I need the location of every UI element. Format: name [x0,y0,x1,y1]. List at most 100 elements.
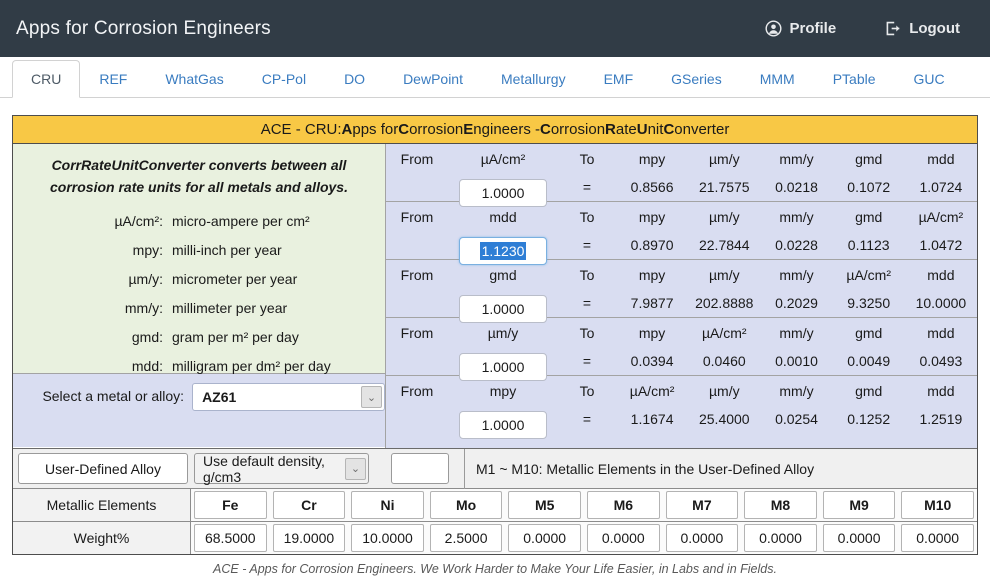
input-cell: 1.0000 [448,173,558,207]
from-label: From [400,325,434,341]
from-value-input[interactable]: 1.0000 [459,411,547,439]
density-input[interactable] [391,453,449,484]
user-defined-row: User-Defined Alloy Use default density, … [13,448,977,489]
to-label: To [579,267,595,283]
to-unit: mdd [927,325,955,341]
from-unit: mpy [489,383,517,399]
to-unit: µm/y [708,151,740,167]
element-cell-m8[interactable]: M8 [744,491,817,519]
metal-alloy-select[interactable]: AZ61 ⌄ [192,383,385,411]
metallic-elements-row: Metallic Elements Fe Cr Ni Mo M5 M6 M7 M8 M9 M10 [13,488,977,521]
tab-whatgas[interactable]: WhatGas [165,71,224,87]
result-value: 0.2029 [775,295,818,311]
tab-cp-pol[interactable]: CP-Pol [261,71,307,87]
from-unit: mdd [489,209,517,225]
result-value: 0.0394 [630,353,674,369]
conversion-rows: From µA/cm² To mpy µm/y mm/y gmd mdd 1.0000 = 0.85… [386,144,977,448]
density-select[interactable]: Use default density, g/cm3 ⌄ [194,452,369,485]
weight-cell-mo[interactable]: 2.5000 [429,524,503,552]
metal-selector-panel: Select a metal or alloy: AZ61 ⌄ [13,374,385,447]
from-value-input[interactable]: 1.0000 [459,295,547,323]
tab-metallurgy[interactable]: Metallurgy [500,71,566,87]
to-unit: µm/y [708,267,740,283]
to-unit: µA/cm² [918,209,964,225]
element-cell-ni[interactable]: Ni [351,491,424,519]
weight-cell-m5[interactable]: 0.0000 [508,524,581,552]
to-unit: mm/y [779,209,814,225]
unit-definitions: µA/cm²: micro-ampere per cm² mpy: milli-inc… [13,207,385,381]
profile-icon [764,20,782,37]
to-unit: mpy [638,209,666,225]
input-cell: 1.1230 [448,231,558,265]
spacer [386,173,448,207]
tab-gseries[interactable]: GSeries [671,71,722,87]
element-cell-m6[interactable]: M6 [586,491,660,519]
result-value: 0.0460 [702,353,746,369]
density-select-value: Use default density, g/cm3 [203,452,325,485]
element-cell-mo[interactable]: Mo [429,491,503,519]
logout-button[interactable]: Logout [884,20,960,37]
weight-cell-m8[interactable]: 0.0000 [744,524,817,552]
unit-abbr: gmd: [131,329,163,345]
element-cell-fe[interactable]: Fe [194,491,267,519]
weight-cell-m6[interactable]: 0.0000 [586,524,660,552]
from-value-input[interactable]: 1.1230 [459,237,547,265]
from-label: From [400,267,434,283]
user-defined-alloy-button[interactable]: User-Defined Alloy [18,453,188,484]
spacer [386,405,448,439]
element-cell-cr[interactable]: Cr [272,491,346,519]
tab-do[interactable]: DO [344,71,366,87]
converter-body: CorrRateUnitConverter converts between a… [13,144,977,448]
header-actions: Profile Logout [764,20,975,37]
result-value: 0.8970 [630,237,674,253]
weight-cell-m10[interactable]: 0.0000 [901,524,974,552]
from-value: 1.0000 [481,359,525,375]
result-value: 0.0010 [775,353,818,369]
tab-ref[interactable]: REF [99,71,128,87]
result-value: 7.9877 [630,295,674,311]
tab-ptable[interactable]: PTable [832,71,876,87]
unit-definition: µA/cm²: micro-ampere per cm² [13,207,385,236]
weight-cell-m7[interactable]: 0.0000 [665,524,739,552]
weight-cell-m9[interactable]: 0.0000 [822,524,896,552]
element-cell-m10[interactable]: M10 [901,491,974,519]
tab-emf[interactable]: EMF [603,71,634,87]
conversion-row-mdd: From mdd To mpy µm/y mm/y gmd µA/cm² 1.1230 = 0.89… [386,202,977,265]
chevron-down-icon[interactable]: ⌄ [345,457,366,480]
from-value-input[interactable]: 1.0000 [459,353,547,381]
element-cell-m9[interactable]: M9 [822,491,896,519]
to-unit: mpy [638,267,666,283]
tab-cru[interactable]: CRU [12,60,81,98]
unit-definition: mm/y: millimeter per year [13,294,385,323]
spacer [386,347,448,381]
to-unit: µA/cm² [701,325,747,341]
element-cell-m7[interactable]: M7 [665,491,739,519]
intro-text: CorrRateUnitConverter converts between a… [50,157,348,195]
logout-label: Logout [909,20,960,37]
spacer [386,289,448,323]
tab-mmm[interactable]: MMM [759,71,795,87]
profile-button[interactable]: Profile [764,20,836,37]
unit-definition: mdd: milligram per dm² per day [13,352,385,381]
tab-dewpoint[interactable]: DewPoint [403,71,463,87]
weight-cell-cr[interactable]: 19.0000 [272,524,346,552]
equals-sign: = [582,179,592,195]
to-label: To [579,209,595,225]
result-value: 0.0049 [847,353,891,369]
element-cell-m5[interactable]: M5 [508,491,581,519]
chevron-down-icon[interactable]: ⌄ [361,386,382,408]
to-label: To [579,383,595,399]
result-value: 1.0724 [919,179,963,195]
tab-guc[interactable]: GUC [913,71,945,87]
unit-description: millimeter per year [172,300,288,316]
weight-cell-fe[interactable]: 68.5000 [194,524,267,552]
app-header: Apps for Corrosion Engineers Profile Log… [0,0,990,57]
from-value-input[interactable]: 1.0000 [459,179,547,207]
conversion-row-µm/y: From µm/y To mpy µA/cm² mm/y gmd mdd 1.0000 = 0.03… [386,318,977,381]
result-value: 202.8888 [695,295,754,311]
footer-tagline: ACE - Apps for Corrosion Engineers. We W… [213,562,777,576]
result-value: 25.4000 [698,411,750,427]
weight-cell-ni[interactable]: 10.0000 [351,524,424,552]
unit-description: gram per m² per day [172,329,299,345]
